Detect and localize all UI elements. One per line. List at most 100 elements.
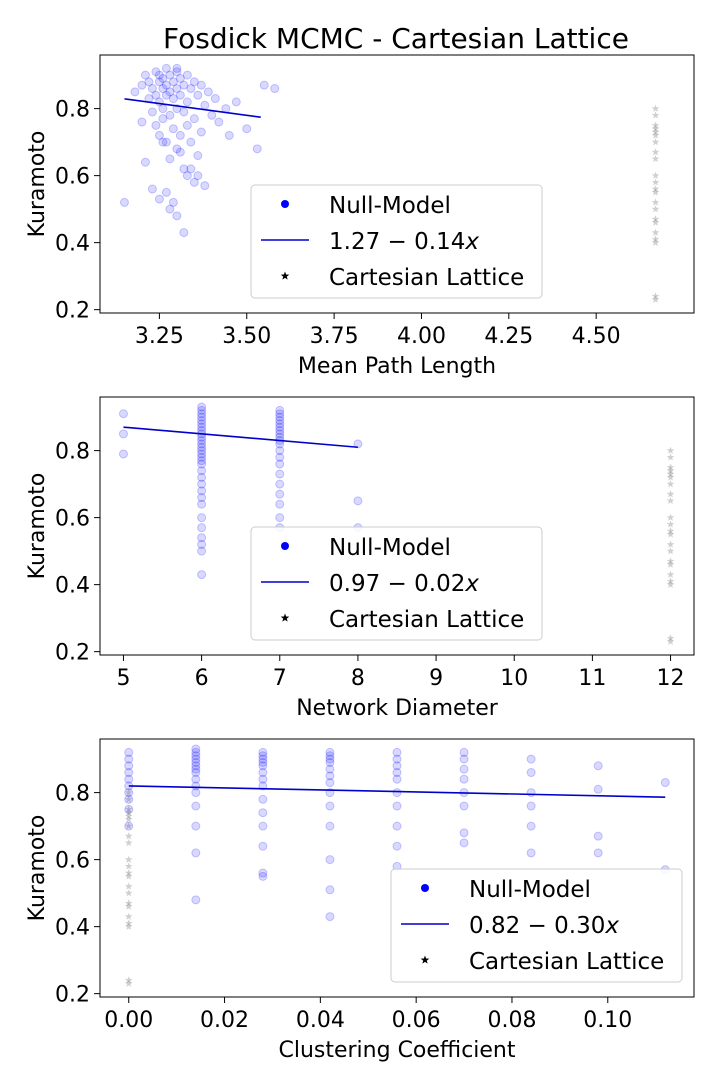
null-model-point <box>161 80 171 90</box>
null-model-point <box>275 513 285 523</box>
cartesian-lattice-point <box>666 577 675 585</box>
null-model-point <box>224 130 234 140</box>
cartesian-lattice-point <box>666 466 675 474</box>
null-model-point <box>161 90 171 100</box>
null-model-point <box>191 788 201 798</box>
null-model-point <box>197 405 207 415</box>
null-model-point <box>151 120 161 130</box>
cartesian-lattice-point <box>651 104 660 112</box>
null-model-point <box>179 80 189 90</box>
cartesian-lattice-point <box>651 205 660 213</box>
null-model-point <box>137 117 147 127</box>
null-model-point <box>197 523 207 533</box>
plot-frame <box>99 396 695 656</box>
null-model-point <box>147 84 157 94</box>
null-model-point <box>158 137 168 147</box>
cartesian-lattice-point <box>124 808 133 816</box>
null-model-point <box>325 764 335 774</box>
null-model-point <box>189 77 199 87</box>
y-tick-label: 0.4 <box>55 232 90 257</box>
legend-lattice-marker <box>420 955 430 964</box>
null-model-point <box>258 808 268 818</box>
null-model-point <box>186 164 196 174</box>
null-model-point <box>459 828 469 838</box>
null-model-point <box>191 895 201 905</box>
null-model-point <box>593 784 603 794</box>
null-model-point <box>182 171 192 181</box>
null-model-point <box>197 486 207 496</box>
null-model-point <box>325 885 335 895</box>
x-tick-label: 4.00 <box>397 324 446 349</box>
null-model-point <box>325 855 335 865</box>
cartesian-lattice-point <box>666 570 675 578</box>
null-model-point <box>275 479 285 489</box>
cartesian-lattice-point <box>124 832 133 840</box>
null-model-point <box>124 788 134 798</box>
null-model-point <box>197 415 207 425</box>
null-model-point <box>259 80 269 90</box>
null-model-point <box>175 147 185 157</box>
null-model-point <box>172 67 182 77</box>
null-model-point <box>258 757 268 767</box>
y-tick-label: 0.8 <box>55 782 90 807</box>
null-model-point <box>197 449 207 459</box>
null-model-point <box>161 137 171 147</box>
y-tick-label: 0.6 <box>55 849 90 874</box>
null-model-point <box>124 821 134 831</box>
null-model-point <box>197 446 207 456</box>
y-tick-label: 0.6 <box>55 165 90 190</box>
null-model-point <box>275 499 285 509</box>
null-model-point <box>459 838 469 848</box>
null-model-point <box>197 499 207 509</box>
legend-entry-label: 0.82 − 0.30x <box>469 913 619 939</box>
null-model-point <box>179 164 189 174</box>
null-model-point <box>172 84 182 94</box>
fit-line <box>124 98 261 118</box>
null-model-point <box>197 452 207 462</box>
null-model-point <box>200 181 210 191</box>
null-model-point <box>392 747 402 757</box>
plot-frame <box>99 54 695 314</box>
cartesian-lattice-point <box>124 795 133 803</box>
panel-2: 5 6 7 8 9 10 11 12 0.2 0.4 0.6 0.8 Network Diameter K… <box>25 396 695 721</box>
null-model-point <box>154 130 164 140</box>
x-tick-label: 0.04 <box>296 1008 345 1033</box>
x-tick-label: 8 <box>351 666 365 691</box>
null-model-point <box>191 801 201 811</box>
y-axis-label: Kuramoto <box>25 131 50 238</box>
null-model-point <box>258 774 268 784</box>
null-model-point <box>197 456 207 466</box>
panel-3: 0.00 0.02 0.04 0.06 0.08 0.10 0.2 0.4 0.6 0.8 Clus… <box>25 738 695 1063</box>
x-tick-label: 7 <box>273 666 287 691</box>
null-model-point <box>197 442 207 452</box>
cartesian-lattice-point <box>651 188 660 196</box>
cartesian-lattice-point <box>651 138 660 146</box>
null-model-point <box>165 87 175 97</box>
null-model-point <box>197 422 207 432</box>
legend-null-model-marker <box>281 542 289 550</box>
null-model-point <box>214 117 224 127</box>
cartesian-lattice-point <box>651 111 660 119</box>
y-axis-label: Kuramoto <box>25 473 50 580</box>
null-model-point <box>258 868 268 878</box>
null-model-point <box>593 848 603 858</box>
cartesian-lattice-points <box>666 446 675 645</box>
null-model-point <box>161 187 171 197</box>
null-model-point <box>151 90 161 100</box>
null-model-point <box>124 754 134 764</box>
cartesian-lattice-point <box>124 882 133 890</box>
null-model-point <box>275 426 285 436</box>
cartesian-lattice-point <box>124 822 133 830</box>
null-model-point <box>258 751 268 761</box>
cartesian-lattice-point <box>124 815 133 823</box>
x-tick-label: 12 <box>657 666 685 691</box>
null-model-points <box>119 63 280 238</box>
null-model-point <box>182 120 192 130</box>
null-model-point <box>275 419 285 429</box>
null-model-point <box>275 405 285 415</box>
legend-entry-label: Null-Model <box>329 193 451 219</box>
null-model-point <box>197 459 207 469</box>
null-model-point <box>165 110 175 120</box>
x-tick-label: 0.06 <box>392 1008 441 1033</box>
